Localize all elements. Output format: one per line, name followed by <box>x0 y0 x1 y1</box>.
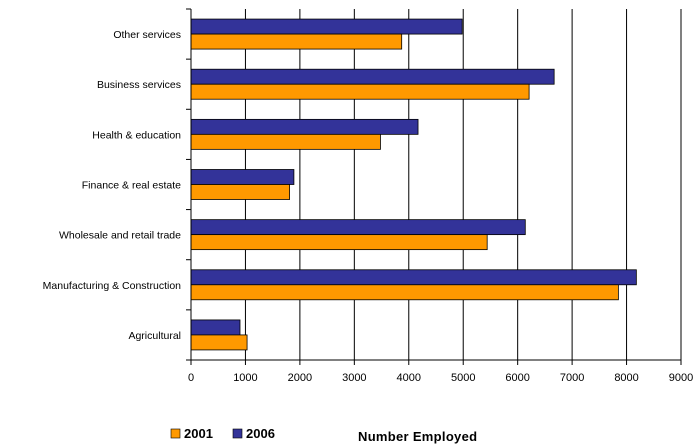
category-label-health-education: Health & education <box>92 129 181 141</box>
x-tick-labels: 0 1000 2000 3000 4000 5000 6000 7000 8000 9000 <box>188 372 693 384</box>
x-tick-label-0: 0 <box>188 372 194 384</box>
legend-swatch-2001 <box>170 428 181 439</box>
bar-2006-other-services <box>190 18 463 35</box>
bar-2006-business-services <box>190 68 555 85</box>
category-label-other-services: Other services <box>113 29 181 41</box>
bar-2001-health-education <box>190 133 381 150</box>
legend-label-2001: 2001 <box>184 426 213 441</box>
x-tick-label-5000: 5000 <box>451 372 475 384</box>
bars <box>190 18 637 351</box>
bar-2006-health-education <box>190 118 419 135</box>
x-tick-label-2000: 2000 <box>288 372 312 384</box>
grid-lines <box>244 9 682 360</box>
legend: 2001 2006 <box>170 426 275 441</box>
x-tick-label-1000: 1000 <box>233 372 257 384</box>
bar-2001-business-services <box>190 83 530 100</box>
bar-2001-manufacturing-construction <box>190 284 619 301</box>
legend-swatch-2006 <box>232 428 243 439</box>
category-label-agricultural: Agricultural <box>128 330 181 342</box>
bar-2001-other-services <box>190 33 403 50</box>
bar-2006-wholesale-and-retail-trade <box>190 219 526 236</box>
x-tick-label-3000: 3000 <box>342 372 366 384</box>
x-tick-label-4000: 4000 <box>397 372 421 384</box>
bar-2001-finance-real-estate <box>190 184 290 200</box>
x-tick-label-8000: 8000 <box>614 372 638 384</box>
category-labels: Other services Business services Health & … <box>43 29 181 342</box>
bar-2006-manufacturing-construction <box>190 269 637 286</box>
bar-2006-finance-real-estate <box>190 169 295 185</box>
axes <box>186 8 682 365</box>
x-axis-title: Number Employed <box>358 429 477 444</box>
x-tick-label-9000: 9000 <box>669 372 693 384</box>
category-label-wholesale-and-retail-trade: Wholesale and retail trade <box>59 230 181 242</box>
legend-label-2006: 2006 <box>246 426 275 441</box>
bar-2006-agricultural <box>190 319 241 336</box>
category-label-manufacturing-construction: Manufacturing & Construction <box>43 280 181 292</box>
x-tick-label-7000: 7000 <box>560 372 584 384</box>
bar-2001-wholesale-and-retail-trade <box>190 234 488 251</box>
x-tick-label-6000: 6000 <box>505 372 529 384</box>
bar-2001-agricultural <box>190 334 248 351</box>
category-label-business-services: Business services <box>97 79 181 91</box>
category-label-finance-real-estate: Finance & real estate <box>82 180 181 192</box>
